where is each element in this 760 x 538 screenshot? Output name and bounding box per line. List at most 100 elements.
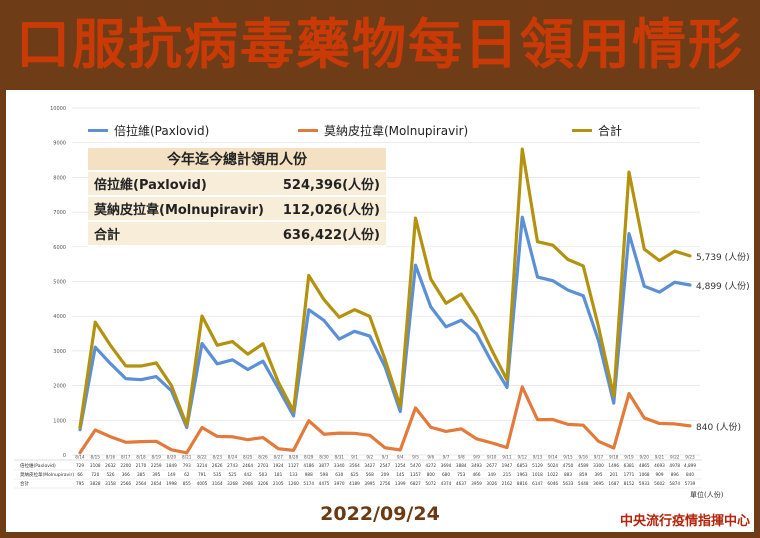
data-point [353, 432, 355, 434]
table-cell: 2677 [486, 463, 497, 468]
table-cell: 5072 [425, 481, 436, 486]
data-point [567, 258, 569, 260]
data-point [643, 285, 645, 287]
data-point [628, 171, 630, 173]
table-cell: 909 [656, 472, 664, 477]
data-point [460, 293, 462, 295]
y-tick-label: 6000 [53, 245, 66, 251]
x-tick-label: 9/8 [458, 455, 465, 460]
table-cell: 8816 [517, 481, 528, 486]
table-cell: 201 [610, 472, 618, 477]
data-point [613, 402, 615, 404]
table-cell: 5448 [578, 481, 589, 486]
table-cell: 385 [137, 472, 145, 477]
x-tick-label: 8/27 [274, 455, 284, 460]
table-cell: 3026 [486, 481, 497, 486]
table-cell: 2170 [136, 463, 147, 468]
data-point [491, 349, 493, 351]
table-row-label: 倍拉維(Paxlovid) [20, 462, 56, 469]
x-tick-label: 8/14 [75, 455, 85, 460]
data-point [247, 438, 249, 440]
data-point [521, 148, 523, 150]
table-cell: 3164 [212, 481, 223, 486]
data-point [292, 415, 294, 417]
table-cell: 3300 [593, 463, 604, 468]
data-point [658, 291, 660, 293]
data-point [643, 417, 645, 419]
x-tick-label: 9/5 [412, 455, 419, 460]
data-point [628, 232, 630, 234]
table-cell: 793 [183, 463, 191, 468]
data-point [582, 265, 584, 267]
x-tick-label: 8/25 [243, 455, 253, 460]
table-cell: 2200 [120, 463, 131, 468]
table-cell: 2547 [380, 463, 391, 468]
table-cell: 1687 [608, 481, 619, 486]
table-cell: 568 [366, 472, 374, 477]
table-cell: 2626 [212, 463, 223, 468]
y-tick-label: 0 [63, 453, 66, 459]
x-tick-label: 8/21 [182, 455, 192, 460]
table-cell: 526 [107, 472, 115, 477]
data-point [491, 361, 493, 363]
data-point [536, 276, 538, 278]
data-point [384, 447, 386, 449]
table-cell: 4475 [319, 481, 330, 486]
data-point [674, 281, 676, 283]
x-tick-label: 9/16 [579, 455, 589, 460]
table-cell: 1963 [517, 472, 528, 477]
table-cell: 6381 [624, 463, 635, 468]
table-cell: 395 [152, 472, 160, 477]
x-tick-label: 9/1 [351, 455, 358, 460]
data-point [567, 423, 569, 425]
x-tick-label: 9/3 [382, 455, 389, 460]
data-point [308, 309, 310, 311]
y-tick-label: 2000 [53, 384, 66, 390]
data-point [628, 392, 630, 394]
data-point [155, 375, 157, 377]
table-cell: 896 [671, 472, 679, 477]
table-cell: 4750 [563, 463, 574, 468]
summary-label: 合計 [88, 221, 275, 247]
table-cell: 2756 [380, 481, 391, 486]
series-end-label: 4,899 (人份) [696, 280, 750, 292]
x-tick-label: 9/15 [563, 455, 573, 460]
x-tick-label: 9/9 [473, 455, 480, 460]
table-cell: 2464 [242, 463, 253, 468]
data-point [674, 423, 676, 425]
table-cell: 2162 [502, 481, 513, 486]
table-cell: 4637 [456, 481, 467, 486]
data-point [170, 449, 172, 451]
data-point [689, 425, 691, 427]
source-label: 中央流行疫情指揮中心 [619, 514, 750, 529]
data-point [369, 335, 371, 337]
table-cell: 859 [579, 472, 587, 477]
data-point [399, 405, 401, 407]
x-tick-label: 9/21 [655, 455, 665, 460]
table-cell: 1022 [547, 472, 558, 477]
data-point [277, 381, 279, 383]
table-cell: 6147 [532, 481, 543, 486]
table-cell: 1849 [166, 463, 177, 468]
table-cell: 1068 [639, 472, 650, 477]
table-cell: 4693 [654, 463, 665, 468]
x-tick-label: 9/13 [533, 455, 543, 460]
table-cell: 5933 [639, 481, 650, 486]
data-point [186, 452, 188, 454]
table-cell: 883 [564, 472, 572, 477]
table-cell: 1254 [395, 463, 406, 468]
x-tick-label: 9/17 [594, 455, 604, 460]
table-cell: 3959 [471, 481, 482, 486]
table-cell: 1357 [410, 472, 421, 477]
data-point [399, 449, 401, 451]
data-point [445, 430, 447, 432]
data-point [445, 302, 447, 304]
table-cell: 1924 [273, 463, 284, 468]
table-cell: 791 [198, 472, 206, 477]
data-point [552, 418, 554, 420]
data-point [658, 259, 660, 261]
table-cell: 3268 [227, 481, 238, 486]
data-point [689, 255, 691, 257]
page-title: 口服抗病毒藥物每日領用情形 [16, 13, 744, 76]
table-row-label: 合計 [20, 480, 29, 487]
